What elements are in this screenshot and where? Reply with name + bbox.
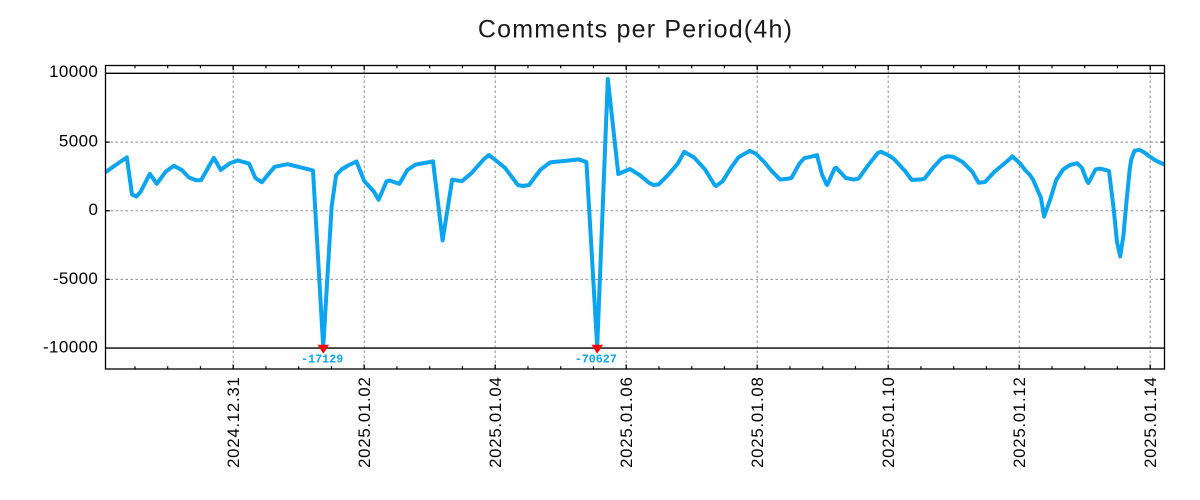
- svg-text:2025.01.14: 2025.01.14: [1141, 376, 1160, 468]
- svg-text:-70627: -70627: [575, 352, 617, 366]
- svg-text:2025.01.02: 2025.01.02: [355, 376, 374, 468]
- svg-text:2025.01.06: 2025.01.06: [617, 376, 636, 468]
- svg-text:-5000: -5000: [53, 269, 98, 288]
- svg-text:2025.01.10: 2025.01.10: [879, 376, 898, 468]
- svg-text:2025.01.08: 2025.01.08: [748, 376, 767, 468]
- svg-text:10000: 10000: [49, 62, 98, 81]
- svg-text:2025.01.12: 2025.01.12: [1010, 376, 1029, 468]
- svg-text:0: 0: [88, 200, 98, 219]
- svg-text:Comments per Period(4h): Comments per Period(4h): [478, 16, 793, 44]
- svg-text:2025.01.04: 2025.01.04: [486, 376, 505, 468]
- svg-text:2024.12.31: 2024.12.31: [224, 376, 243, 468]
- svg-text:-10000: -10000: [43, 338, 98, 357]
- svg-text:5000: 5000: [59, 132, 98, 151]
- svg-text:-17129: -17129: [301, 352, 343, 366]
